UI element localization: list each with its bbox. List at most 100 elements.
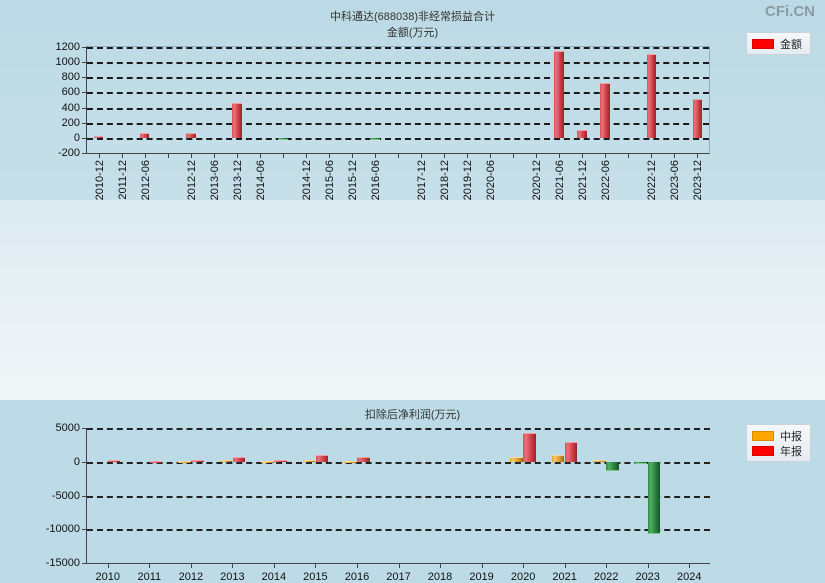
legend-item-amount[interactable]: 金额 bbox=[752, 36, 802, 51]
x-axis-label: 2015-12 bbox=[346, 160, 359, 201]
y-tick bbox=[82, 495, 87, 497]
y-tick bbox=[82, 122, 87, 124]
bar-annual[interactable] bbox=[191, 459, 204, 462]
bar-interim[interactable] bbox=[551, 455, 565, 462]
bar-amount[interactable] bbox=[554, 50, 565, 138]
bar-amount[interactable] bbox=[93, 136, 104, 139]
x-tick bbox=[315, 563, 317, 568]
x-axis-label: 2014 bbox=[261, 571, 287, 583]
legend-swatch-annual bbox=[752, 445, 774, 456]
bar-amount[interactable] bbox=[185, 133, 196, 138]
bar-interim[interactable] bbox=[344, 460, 357, 463]
bar-amount[interactable] bbox=[277, 137, 288, 140]
bar-amount[interactable] bbox=[231, 103, 242, 138]
x-axis-label: 2015 bbox=[303, 571, 328, 583]
x-axis-label: 2013-12 bbox=[231, 160, 244, 201]
y-axis-label: 0 bbox=[73, 455, 80, 468]
x-tick bbox=[236, 153, 238, 158]
x-tick bbox=[421, 153, 423, 158]
bar-annual[interactable] bbox=[274, 459, 287, 462]
gridline-y bbox=[87, 47, 709, 49]
bar-amount[interactable] bbox=[646, 53, 657, 138]
bar-interim[interactable] bbox=[593, 460, 606, 463]
gridline-y bbox=[87, 137, 709, 140]
x-axis-label: 2020-12 bbox=[531, 160, 544, 201]
x-tick bbox=[351, 153, 353, 158]
chart-title-lower: 扣除后净利润(万元) bbox=[364, 409, 461, 421]
x-tick bbox=[190, 563, 192, 568]
bar-interim[interactable] bbox=[510, 457, 523, 462]
x-tick bbox=[167, 153, 169, 158]
legend-item-annual[interactable]: 年报 bbox=[752, 443, 802, 458]
legend-label-interim: 中报 bbox=[780, 430, 802, 443]
x-tick bbox=[481, 563, 483, 568]
x-axis-label: 2024 bbox=[676, 571, 702, 583]
x-tick bbox=[440, 563, 442, 568]
x-axis-label: 2023-06 bbox=[669, 160, 682, 201]
x-tick bbox=[398, 153, 399, 158]
x-axis-label: 2020 bbox=[510, 571, 536, 583]
bar-annual[interactable] bbox=[564, 442, 578, 462]
x-tick bbox=[689, 563, 691, 568]
x-axis-label: 2022 bbox=[593, 571, 619, 583]
x-tick bbox=[356, 563, 358, 568]
x-axis-label: 2019 bbox=[469, 571, 494, 583]
gridline-y bbox=[87, 495, 710, 498]
legend-swatch-amount bbox=[752, 38, 774, 49]
x-tick bbox=[444, 153, 446, 158]
bar-annual[interactable] bbox=[357, 456, 370, 462]
bar-annual[interactable] bbox=[523, 432, 536, 462]
x-tick bbox=[490, 153, 492, 158]
x-axis-label: 2011-12 bbox=[116, 160, 129, 200]
x-tick bbox=[98, 153, 100, 158]
x-axis-label: 2023-12 bbox=[692, 160, 705, 201]
y-axis-label: 5000 bbox=[55, 422, 80, 434]
gridline-y bbox=[87, 107, 709, 110]
bar-interim[interactable] bbox=[219, 460, 233, 463]
lower-plot-area: 5000 0 -5000 -10000 -15000 2010 2011 2012 2013 20… bbox=[46, 422, 710, 583]
y-tick bbox=[82, 529, 87, 531]
x-tick bbox=[328, 153, 330, 158]
x-axis-label: 2017 bbox=[386, 571, 411, 583]
x-axis-label: 2010-12 bbox=[93, 160, 106, 201]
x-tick bbox=[282, 153, 284, 158]
x-axis-label: 2018 bbox=[427, 571, 453, 583]
x-tick bbox=[564, 563, 566, 568]
legend-item-interim[interactable]: 中报 bbox=[752, 428, 802, 443]
legend-swatch-interim bbox=[752, 430, 774, 441]
bar-interim[interactable] bbox=[634, 461, 648, 464]
y-tick bbox=[82, 77, 87, 79]
bar-amount[interactable] bbox=[577, 130, 588, 138]
gridline-y bbox=[87, 122, 709, 125]
x-axis-label: 2011 bbox=[137, 571, 162, 583]
x-tick bbox=[121, 153, 123, 158]
y-tick bbox=[82, 47, 87, 48]
bar-amount[interactable] bbox=[600, 83, 611, 138]
bar-annual[interactable] bbox=[149, 461, 162, 463]
x-tick bbox=[259, 153, 261, 158]
x-tick bbox=[232, 563, 234, 568]
x-tick bbox=[605, 153, 607, 158]
bar-annual[interactable] bbox=[315, 455, 329, 462]
x-tick bbox=[144, 153, 146, 158]
bar-interim[interactable] bbox=[178, 460, 191, 463]
bar-amount[interactable] bbox=[370, 137, 380, 140]
x-tick bbox=[273, 563, 275, 568]
y-axis-label: 0 bbox=[73, 131, 80, 144]
bar-annual[interactable] bbox=[232, 457, 246, 462]
x-tick bbox=[107, 563, 109, 568]
bar-interim[interactable] bbox=[302, 459, 316, 462]
y-axis-label: 1000 bbox=[55, 56, 80, 69]
bar-annual[interactable] bbox=[606, 461, 619, 471]
upper-plot-area: 1200 1000 800 600 400 200 0 -200 2010-12 2011-12 2… bbox=[56, 41, 710, 200]
x-axis-label: 2018-12 bbox=[439, 160, 452, 201]
bar-annual[interactable] bbox=[108, 459, 121, 462]
bar-interim[interactable] bbox=[261, 460, 274, 463]
bar-amount[interactable] bbox=[139, 133, 150, 138]
gridline-y bbox=[87, 92, 709, 95]
bar-annual[interactable] bbox=[647, 461, 661, 534]
gridline-y bbox=[87, 529, 710, 532]
x-axis-label: 2015-06 bbox=[323, 160, 336, 201]
bar-amount[interactable] bbox=[692, 99, 703, 138]
chart-title-sub: 金额(万元) bbox=[386, 27, 439, 39]
